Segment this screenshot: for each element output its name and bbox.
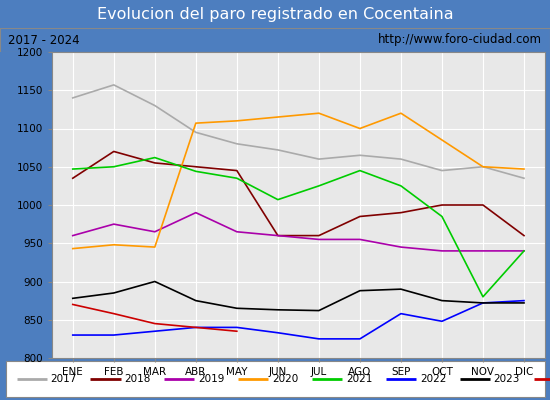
Text: Evolucion del paro registrado en Cocentaina: Evolucion del paro registrado en Cocenta… xyxy=(97,6,453,22)
Text: http://www.foro-ciudad.com: http://www.foro-ciudad.com xyxy=(378,34,542,46)
Text: 2019: 2019 xyxy=(199,374,225,384)
Text: 2020: 2020 xyxy=(272,374,299,384)
Text: 2021: 2021 xyxy=(346,374,372,384)
Text: 2023: 2023 xyxy=(494,374,520,384)
Text: 2017 - 2024: 2017 - 2024 xyxy=(8,34,80,46)
Bar xyxy=(6,361,544,397)
Text: 2017: 2017 xyxy=(51,374,77,384)
Text: 2018: 2018 xyxy=(124,374,151,384)
Text: 2022: 2022 xyxy=(420,374,446,384)
